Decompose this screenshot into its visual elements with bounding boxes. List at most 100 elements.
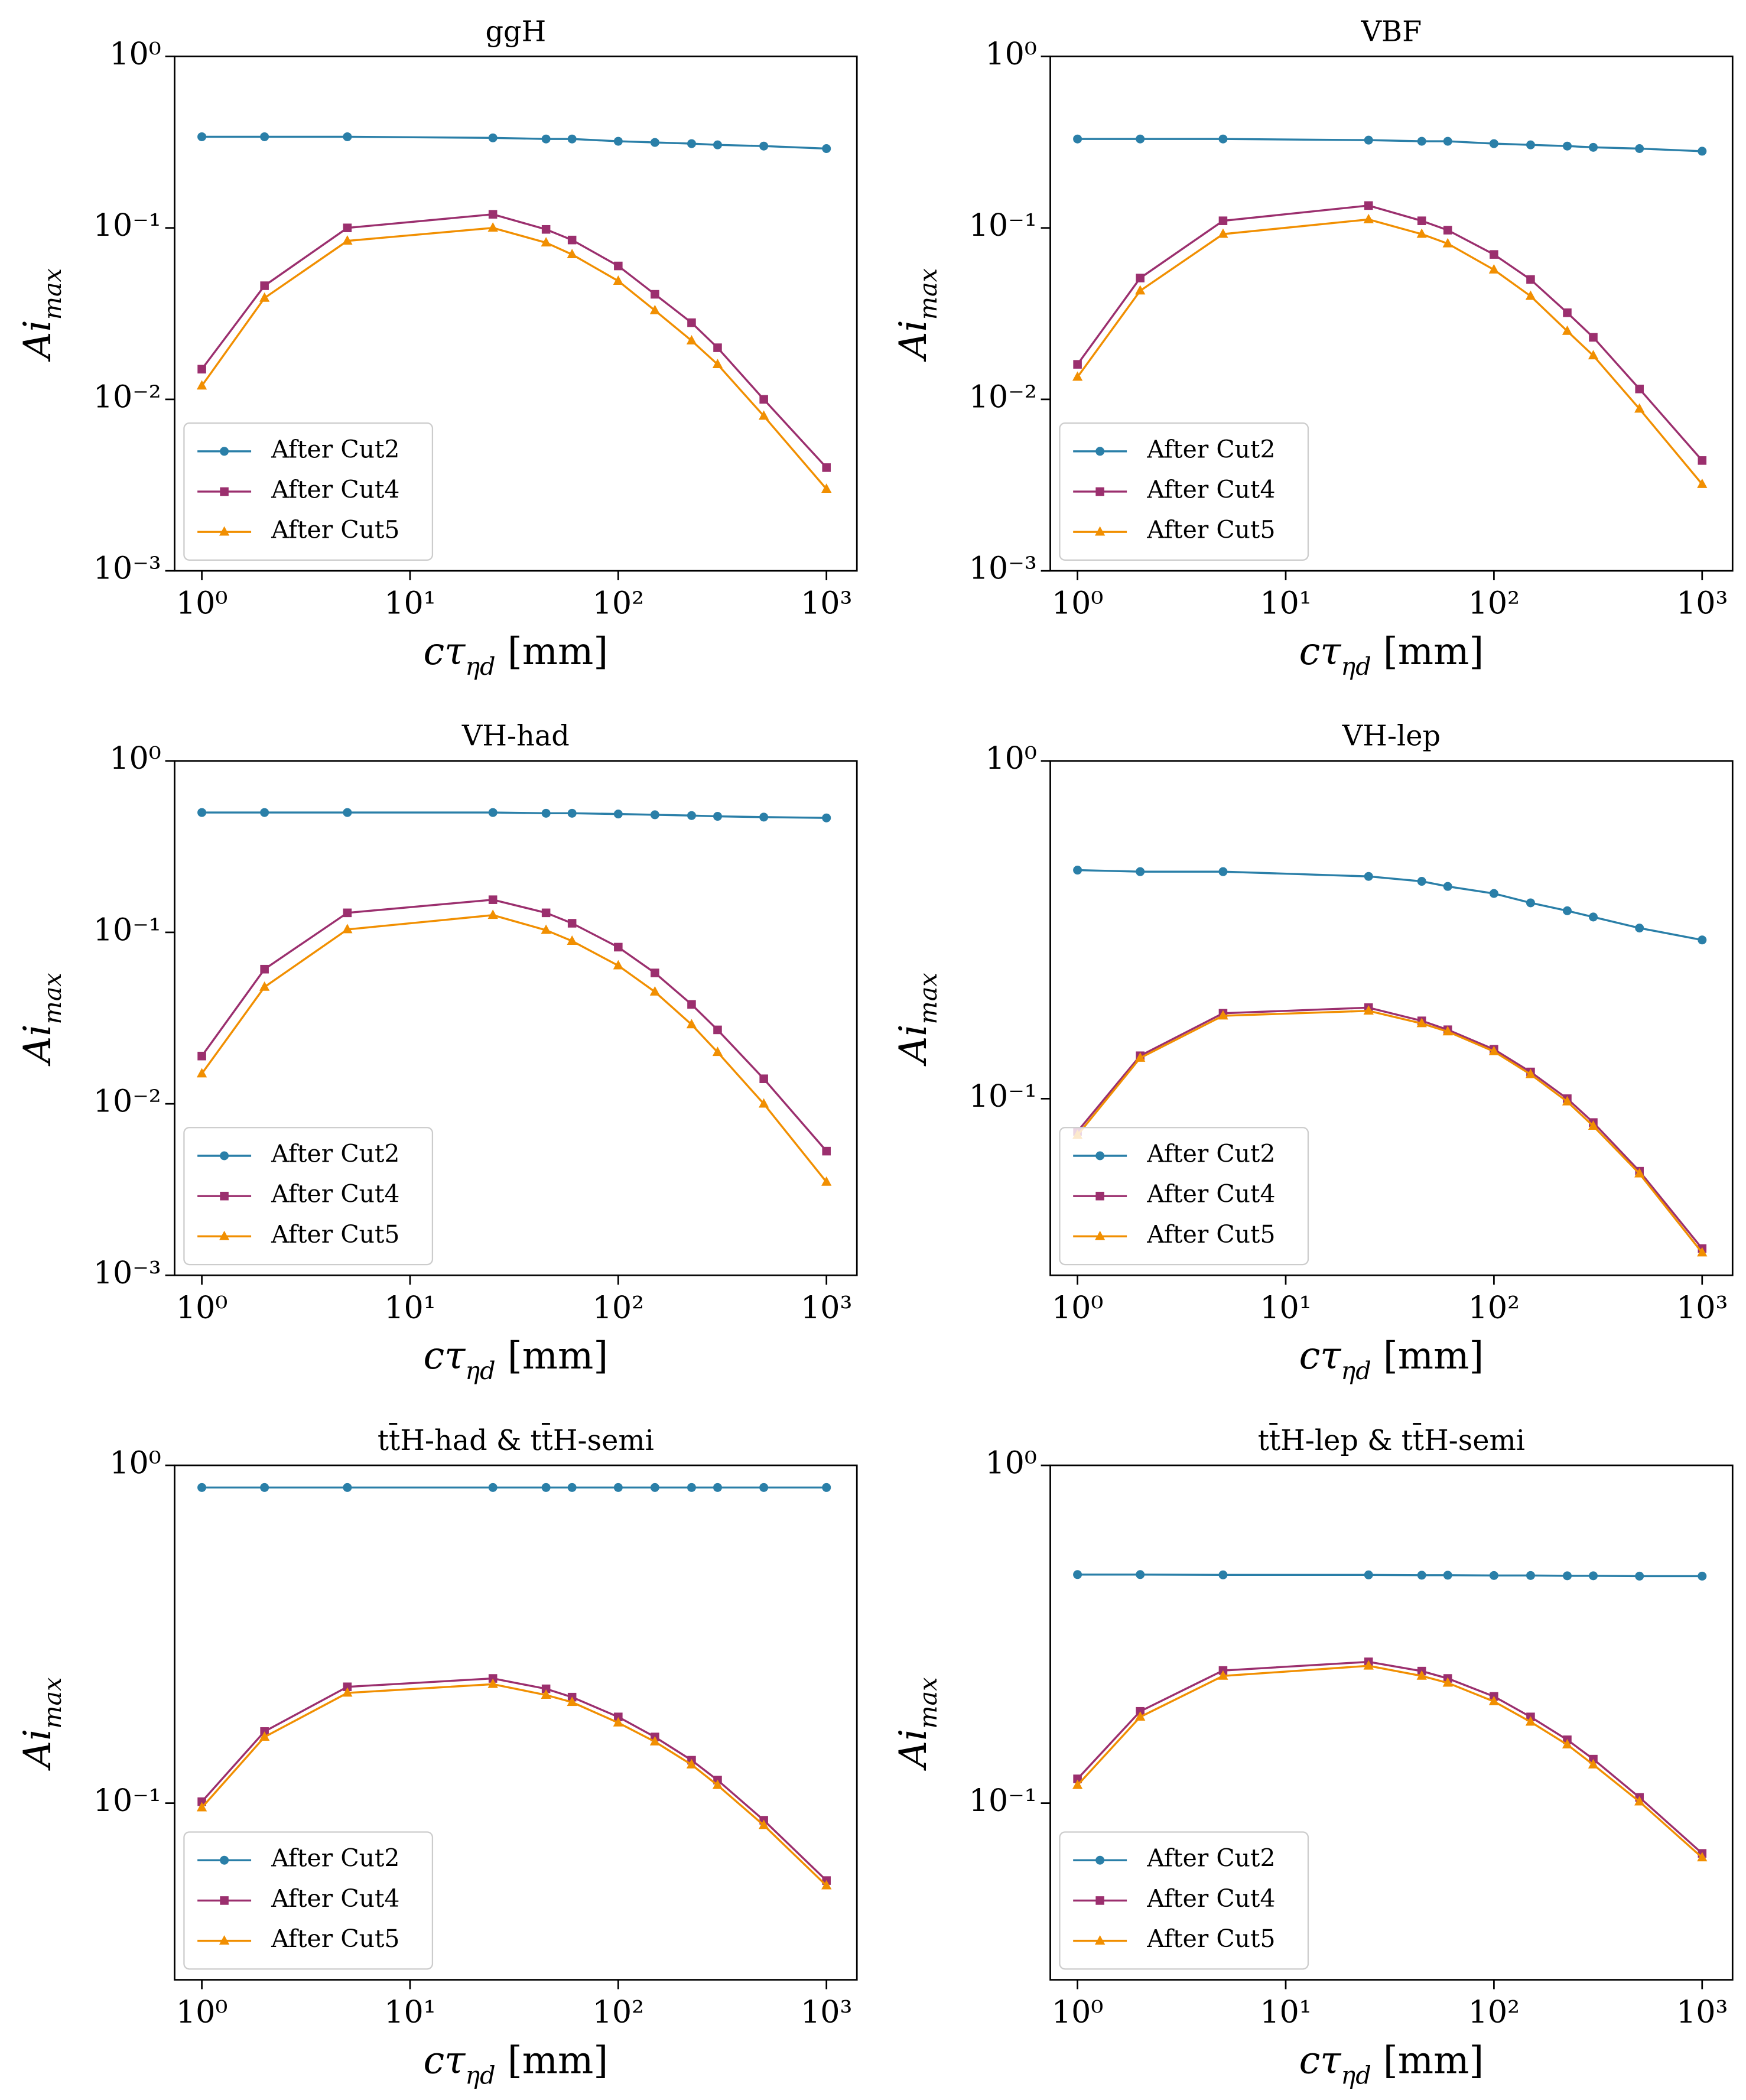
x-axis-label: cτηd [mm] [424,2039,609,2089]
series-line [1077,1006,1703,1250]
marker [1489,1571,1498,1580]
y-tick-label: 10⁻² [969,379,1037,415]
marker [1443,226,1452,235]
marker [1635,144,1644,154]
marker [1588,1758,1599,1769]
marker [343,132,352,141]
marker [1488,1695,1500,1705]
marker [1136,134,1145,144]
marker [567,1483,577,1492]
marker [1442,238,1453,248]
series-line [201,213,827,469]
marker [1525,290,1536,300]
y-tick-label: 10⁰ [985,740,1036,776]
marker [1135,285,1146,295]
subplot-title: VBF [1361,15,1422,48]
marker [197,365,206,374]
series-line [1077,1010,1703,1254]
marker [759,812,769,822]
subplot-title: ggH [486,15,547,48]
x-axis-label: cτηd [mm] [424,1334,609,1385]
x-tick-label: 10⁰ [176,1994,227,2030]
marker [1698,935,1707,945]
marker [567,919,577,928]
plot-frame [174,56,858,572]
legend-label: After Cut4 [1146,1180,1275,1208]
marker [220,1151,229,1160]
marker [759,1074,768,1083]
marker [488,1483,498,1492]
marker [713,343,722,352]
legend-box [183,1127,434,1266]
marker [541,134,551,144]
marker [567,134,577,144]
marker [1416,1018,1427,1028]
legend-label: After Cut5 [271,516,399,544]
marker [1073,1774,1082,1783]
marker [541,924,551,934]
marker [1526,275,1535,284]
x-axis-label: cτηd [mm] [1299,1334,1484,1385]
marker [1136,274,1145,282]
marker [1218,1010,1228,1020]
y-tick-label: 10⁰ [109,36,161,72]
marker [220,447,229,456]
marker [1562,1739,1573,1748]
marker [1697,1247,1708,1257]
marker [1095,526,1106,536]
y-tick-label: 10⁻¹ [93,1783,161,1819]
marker [1073,134,1082,144]
marker [650,138,659,147]
marker [1588,1120,1599,1130]
marker [488,895,498,904]
marker [1218,134,1228,144]
y-axis-label: Aimax [892,973,942,1066]
marker [1589,912,1598,922]
marker [759,1483,769,1492]
marker [342,924,353,934]
marker [220,1896,229,1905]
plot-frame [174,760,858,1276]
marker [1364,201,1373,210]
legend-box [1059,1127,1309,1266]
marker [343,908,352,918]
marker [197,1483,207,1492]
marker [712,359,723,369]
marker [1635,924,1644,933]
marker [1095,1855,1105,1865]
x-tick-label: 10² [1468,1290,1520,1326]
marker [260,132,269,141]
legend-label: After Cut5 [271,1220,399,1249]
marker [1562,1571,1572,1581]
marker [1442,1677,1453,1687]
marker [1073,360,1082,369]
legend-label: After Cut2 [1146,435,1275,463]
marker [219,526,230,536]
legend-label: After Cut2 [271,435,399,463]
marker [1417,136,1426,146]
marker [1562,325,1573,335]
marker [1589,1571,1598,1581]
marker [488,210,498,219]
marker [759,395,768,404]
marker [567,235,577,245]
marker [259,981,270,991]
x-tick-label: 10¹ [384,1994,435,2030]
marker [759,410,769,420]
subplot-title: tt̄H-lep & tt̄H-semi [1258,1422,1525,1457]
marker [260,1483,269,1492]
marker [1698,1571,1707,1581]
marker [1095,1896,1104,1905]
y-tick-label: 10⁰ [985,1445,1036,1481]
marker [613,960,623,970]
marker [1095,1230,1106,1240]
marker [1442,1026,1453,1036]
legend-label: After Cut4 [271,1884,399,1913]
plot-frame [1049,56,1734,572]
marker [1562,1095,1573,1106]
marker [219,1230,230,1240]
marker [1073,866,1082,875]
x-tick-label: 10⁰ [1052,1290,1103,1326]
marker [220,1855,229,1865]
